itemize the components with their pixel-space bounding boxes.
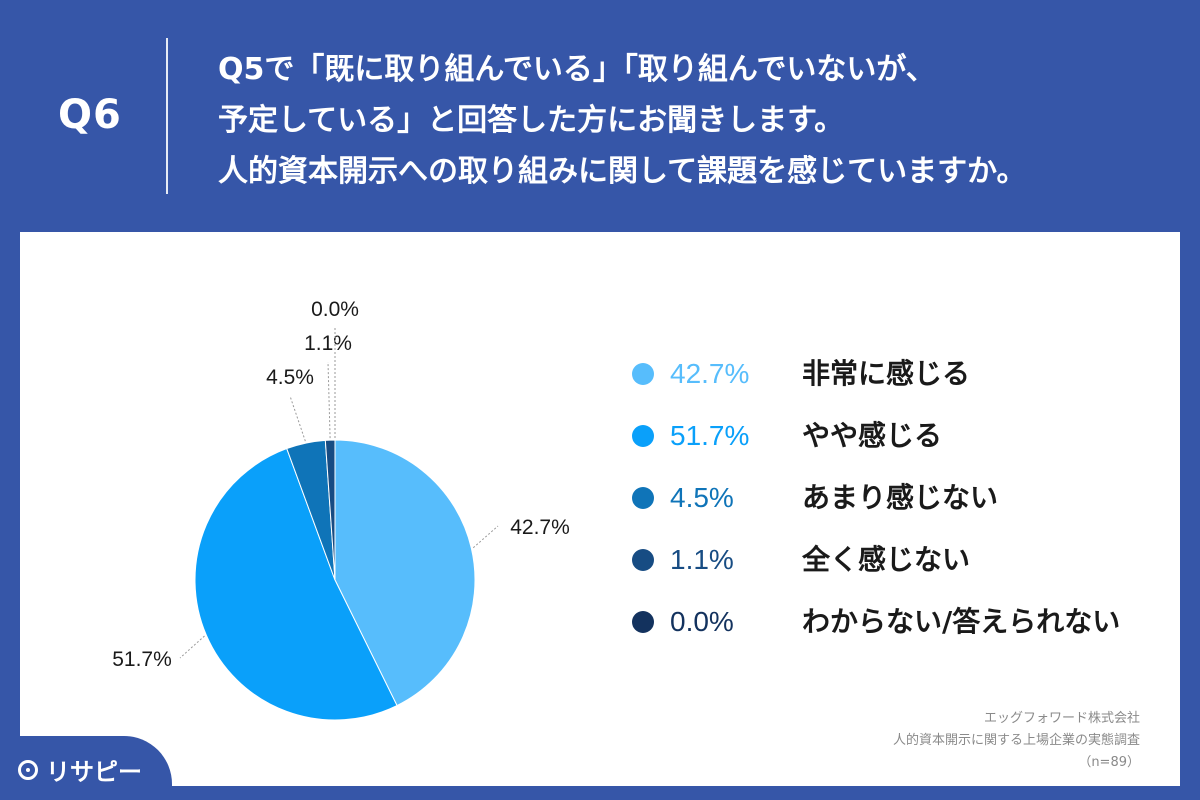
data-label-1: 42.7%	[510, 516, 570, 539]
pie-slice-2	[194, 447, 398, 721]
pie-slice-1	[334, 439, 476, 707]
source-company: エッグフォワード株式会社	[983, 711, 1140, 726]
chart-panel: 42.7% 51.7% 4.5% 1.1% 0.0% 42.7% 非常に感じる 51.7…	[20, 232, 1180, 786]
question-number: Q6	[58, 92, 122, 138]
legend-label-1: 非常に感じる	[802, 357, 971, 390]
pie-slice-4	[324, 439, 336, 581]
source-sample: （n=89）	[1078, 755, 1140, 770]
legend-swatch-1	[632, 363, 654, 385]
question-text: Q5で「既に取り組んでいる」「取り組んでいないが、 予定している」と回答した方に…	[218, 44, 1178, 197]
legend-label-2: やや感じる	[802, 419, 943, 452]
data-label-4: 1.1%	[304, 332, 352, 355]
header-divider	[166, 38, 168, 194]
question-header: Q6 Q5で「既に取り組んでいる」「取り組んでいないが、 予定している」と回答し…	[0, 0, 1200, 232]
legend-swatch-4	[632, 549, 654, 571]
pie-chart: 42.7% 51.7% 4.5% 1.1% 0.0%	[112, 298, 570, 721]
source-survey: 人的資本開示に関する上場企業の実態調査	[892, 733, 1140, 748]
legend-swatch-5	[632, 611, 654, 633]
data-label-3: 4.5%	[266, 366, 314, 389]
source-note: エッグフォワード株式会社 人的資本開示に関する上場企業の実態調査 （n=89）	[893, 708, 1140, 774]
brand-logo: リサピー	[18, 752, 142, 787]
legend-item-4: 1.1% 全く感じない	[632, 540, 1172, 580]
legend-label-3: あまり感じない	[802, 481, 999, 514]
question-line-3: 人的資本開示への取り組みに関して課題を感じていますか。	[218, 154, 1027, 189]
legend-item-1: 42.7% 非常に感じる	[632, 354, 1172, 394]
legend-value-2: 51.7%	[670, 420, 750, 451]
legend-item-3: 4.5% あまり感じない	[632, 478, 1172, 518]
legend-item-5: 0.0% わからない/答えられない	[632, 602, 1172, 642]
leader-line-1	[472, 525, 499, 549]
legend-value-1: 42.7%	[670, 358, 750, 389]
legend-value-4: 1.1%	[670, 544, 734, 575]
legend-swatch-3	[632, 487, 654, 509]
legend-value-5: 0.0%	[670, 606, 734, 637]
question-line-1: Q5で「既に取り組んでいる」「取り組んでいないが、	[218, 52, 936, 87]
question-line-2: 予定している」と回答した方にお聞きします。	[218, 103, 845, 138]
data-label-2: 51.7%	[112, 648, 172, 671]
data-label-5: 0.0%	[311, 298, 359, 321]
legend-label-5: わからない/答えられない	[802, 605, 1121, 638]
pin-icon	[18, 759, 38, 780]
legend-label-4: 全く感じない	[802, 543, 971, 576]
leader-line-3	[289, 395, 306, 442]
legend-swatch-2	[632, 425, 654, 447]
legend-item-2: 51.7% やや感じる	[632, 416, 1172, 456]
leader-line-4	[327, 361, 331, 439]
leader-line-2	[179, 635, 205, 659]
legend-value-3: 4.5%	[670, 482, 734, 513]
brand-name: リサピー	[46, 758, 142, 786]
